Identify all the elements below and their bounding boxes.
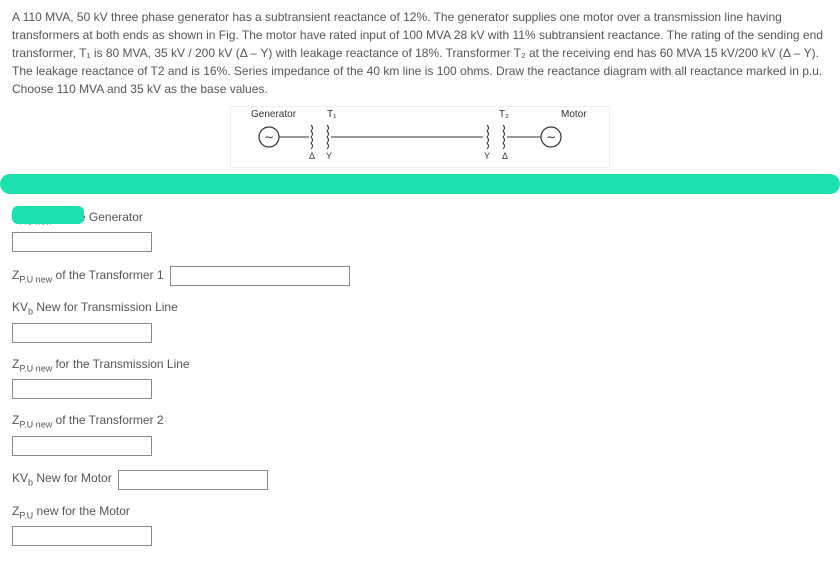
- svg-text:Y: Y: [326, 151, 332, 161]
- input-kvb-line[interactable]: [12, 323, 152, 343]
- input-transformer2[interactable]: [12, 436, 152, 456]
- label-kvb-line: KVb New for Transmission Line: [12, 300, 178, 316]
- problem-statement: A 110 MVA, 50 kV three phase generator h…: [12, 8, 828, 98]
- highlight-marker-small: [12, 206, 84, 224]
- input-line[interactable]: [12, 379, 152, 399]
- highlight-marker-wide: [0, 174, 840, 194]
- svg-text:∼: ∼: [546, 130, 556, 144]
- svg-text:Δ: Δ: [309, 151, 315, 161]
- input-motor[interactable]: [12, 526, 152, 546]
- row-transformer1: ZP.U new of the Transformer 1: [12, 266, 828, 286]
- row-line: ZP.U new for the Transmission Line: [12, 357, 828, 373]
- input-transformer1[interactable]: [170, 266, 350, 286]
- row-kvb-motor: KVb New for Motor: [12, 470, 828, 490]
- svg-text:Δ: Δ: [502, 151, 508, 161]
- label-transformer1: ZP.U new of the Transformer 1: [12, 268, 164, 284]
- label-transformer2: ZP.U new of the Transformer 2: [12, 413, 164, 429]
- input-kvb-motor[interactable]: [118, 470, 268, 490]
- circuit-diagram: Generator T₁ T₂ Motor ∼ Δ Y Y Δ ∼: [230, 106, 610, 168]
- row-kvb-line: KVb New for Transmission Line: [12, 300, 828, 316]
- row-transformer2: ZP.U new of the Transformer 2: [12, 413, 828, 429]
- svg-text:∼: ∼: [264, 130, 274, 144]
- row-generator: ZP.U new of the Generator: [12, 210, 828, 226]
- row-motor: ZP.U new for the Motor: [12, 504, 828, 520]
- label-line: ZP.U new for the Transmission Line: [12, 357, 190, 373]
- diagram-container: Generator T₁ T₂ Motor ∼ Δ Y Y Δ ∼: [12, 106, 828, 168]
- label-motor: ZP.U new for the Motor: [12, 504, 130, 520]
- highlight-row: [12, 172, 828, 196]
- input-generator[interactable]: [12, 232, 152, 252]
- svg-text:Y: Y: [484, 151, 490, 161]
- label-kvb-motor: KVb New for Motor: [12, 471, 112, 487]
- diagram-svg: ∼ Δ Y Y Δ ∼: [231, 107, 611, 169]
